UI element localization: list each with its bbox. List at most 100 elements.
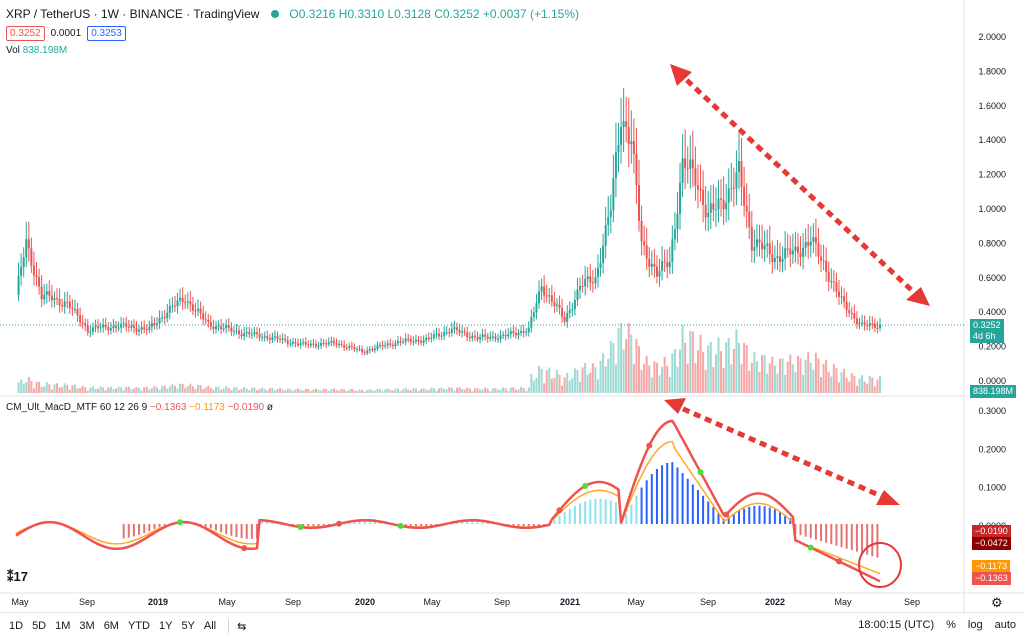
symbol-title[interactable]: XRP / TetherUS · 1W · BINANCE · TradingV… [6, 7, 260, 21]
macd-histogram-bar [702, 495, 705, 524]
volume-bar [107, 387, 110, 393]
volume-bar [176, 388, 179, 393]
candle-body [866, 325, 869, 327]
macd-histogram-bar [404, 524, 407, 526]
volume-bar [302, 390, 305, 393]
time-tick-label: Sep [494, 597, 510, 607]
clock-time[interactable]: 18:00:15 (UTC) [858, 619, 935, 631]
candle-body [281, 338, 284, 340]
volume-bar [453, 390, 456, 393]
volume-bar [863, 381, 866, 393]
macd-histogram-bar [686, 478, 689, 524]
settings-gear-icon[interactable]: ⚙ [991, 595, 1003, 610]
volume-bar [181, 383, 184, 393]
time-axis: May Sep 2019 May Sep 2020 May Sep 2021 May Sep 2022… [11, 597, 920, 607]
candle-body [717, 198, 720, 210]
candle-body [543, 286, 546, 296]
candle-body [709, 203, 712, 213]
candle-body [386, 343, 389, 346]
volume-bar [771, 356, 774, 393]
volume-bar [625, 339, 628, 393]
buy-button[interactable]: 0.3253 [87, 26, 126, 41]
volume-bar [620, 323, 623, 393]
volume-bar [461, 389, 464, 393]
macd-histogram-bar [532, 524, 535, 527]
volume-bar [84, 387, 87, 393]
hide-indicator-icon[interactable]: ø [266, 402, 273, 413]
volume-label: Vol [6, 45, 20, 56]
candle-body [317, 345, 320, 347]
candle-body [796, 246, 799, 253]
time-tick-label: May [218, 597, 236, 607]
macd-tag-1: −0.0190 [972, 525, 1011, 538]
candle-body [107, 327, 110, 331]
volume-bar [91, 386, 94, 393]
volume-bar [550, 378, 553, 393]
timeframe-1y[interactable]: 1Y [158, 620, 173, 632]
volume-bar [168, 386, 171, 393]
volume-bar [214, 386, 217, 393]
macd-histogram-bar [527, 524, 530, 527]
auto-toggle[interactable]: auto [994, 619, 1016, 631]
candle-body [171, 305, 174, 307]
trend-arrow-price [670, 64, 930, 306]
chart-area[interactable]: 2.0000 1.8000 1.6000 1.4000 1.2000 1.0000 0.80… [0, 0, 1024, 612]
sell-button[interactable]: 0.3252 [6, 26, 45, 41]
volume-bar [122, 390, 125, 393]
candle-body [791, 250, 794, 255]
volume-bar [784, 374, 787, 393]
volume-bar [450, 387, 453, 393]
volume-bar [868, 375, 871, 393]
macd-histogram-bar [809, 524, 812, 539]
timeframe-5d[interactable]: 5D [32, 620, 47, 632]
candle-body [373, 348, 376, 350]
macd-histogram-bar [353, 522, 356, 524]
volume-bar [355, 390, 358, 393]
macd-label[interactable]: CM_Ult_MacD_MTF 60 12 26 9 [6, 402, 148, 413]
timeframe-1d[interactable]: 1D [9, 620, 24, 632]
volume-bar [120, 387, 123, 393]
volume-bar [243, 387, 246, 393]
timeframe-3m[interactable]: 3M [79, 620, 95, 632]
candle-body [630, 141, 633, 145]
spread-value: 0.0001 [50, 28, 82, 39]
candle-body [509, 331, 512, 335]
volume-bar [484, 387, 487, 393]
volume-bar [545, 370, 548, 393]
candle-body [481, 334, 484, 338]
candle-body [696, 185, 699, 190]
candle-body [868, 323, 871, 327]
volume-bar [609, 341, 612, 393]
macd-histogram-bar [625, 513, 628, 524]
candle-body [84, 323, 87, 326]
macd-histogram-bar [855, 524, 858, 552]
timeframe-all[interactable]: All [203, 620, 217, 632]
volume-bar [220, 389, 223, 393]
volume-bar [635, 338, 638, 393]
ohlc-values: O0.3216 H0.3310 L0.3128 C0.3252 +0.0037 … [289, 7, 579, 21]
volume-bar [61, 387, 64, 393]
candle-body [827, 272, 830, 282]
timeframe-ytd[interactable]: YTD [127, 620, 150, 632]
candle-body [381, 345, 384, 347]
date-range-icon[interactable]: ⇆ [237, 620, 247, 633]
volume-bar [394, 388, 397, 393]
candle-body [422, 340, 425, 343]
tradingview-logo-icon[interactable]: ⁑17 [7, 569, 28, 584]
timeframe-5y[interactable]: 5Y [181, 620, 195, 632]
log-toggle[interactable]: log [967, 619, 983, 631]
macd-histogram-bar [466, 521, 469, 524]
macd-cross-dot [697, 469, 704, 476]
volume-bar [709, 342, 712, 393]
timeframe-1m[interactable]: 1M [55, 620, 71, 632]
volume-bar [861, 375, 864, 393]
timeframe-6m[interactable]: 6M [103, 620, 119, 632]
volume-bar [109, 386, 112, 393]
candle-body [368, 349, 371, 351]
candle-body [309, 343, 312, 346]
candle-body [438, 333, 441, 337]
candle-body [568, 310, 571, 314]
macd-histogram-bar [199, 524, 202, 526]
volume-bar [686, 363, 689, 393]
percent-toggle[interactable]: % [946, 619, 956, 631]
